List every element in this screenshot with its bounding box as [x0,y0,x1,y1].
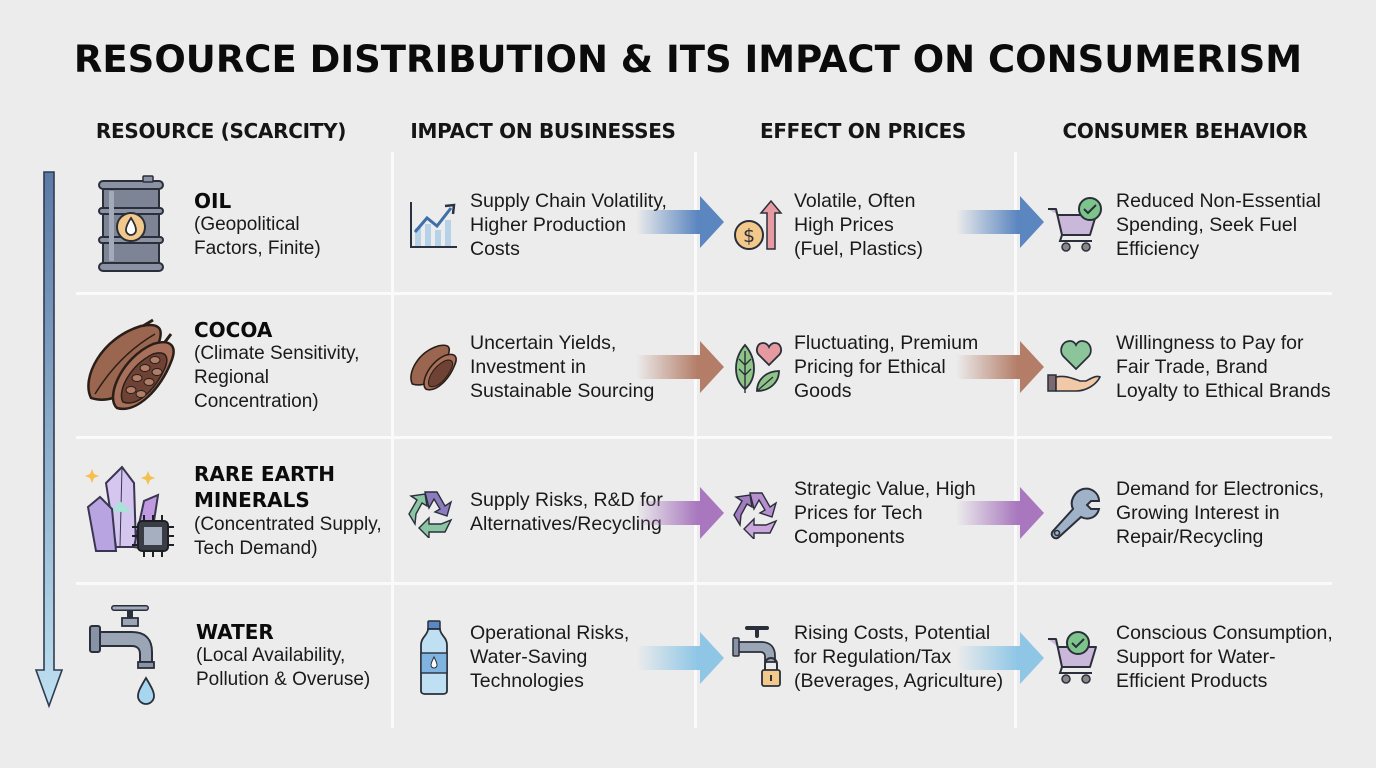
flow-arrow-icon [956,632,1044,684]
flow-arrow-icon [636,632,724,684]
svg-text:$: $ [743,225,755,247]
price-effect-text: Volatile, Often High Prices (Fuel, Plast… [794,190,923,260]
column-divider [1014,152,1017,728]
resource-name: WATER [196,620,274,644]
water-tap-icon [86,602,176,710]
row-divider [76,292,1332,295]
consumer-cell-cocoa: Willingness to Pay for Fair Trade, Brand… [1046,322,1372,412]
crystal-chip-icon [80,461,180,561]
business-impact-text: Operational Risks, Water-Saving Technolo… [470,622,630,692]
recycle-icon [730,487,786,539]
resource-name: COCOA [194,318,273,342]
business-cell-cocoa: Uncertain Yields, Investment in Sustaina… [406,322,696,412]
row-divider [76,436,1332,439]
column-divider [391,152,394,728]
rising-chart-icon [408,200,460,250]
consumer-behavior-text: Willingness to Pay for Fair Trade, Brand… [1116,332,1331,402]
cocoa-pod-icon [406,341,460,393]
cocoa-pod-icon [80,318,180,414]
resource-name: RARE EARTH MINERALS [194,462,335,512]
resource-cell-water: WATER (Local Availability, Pollution & O… [86,600,392,712]
row-divider [76,582,1332,585]
page-title: RESOURCE DISTRIBUTION & ITS IMPACT ON CO… [73,38,1303,81]
resource-name: OIL [194,189,232,213]
business-impact-text: Uncertain Yields, Investment in Sustaina… [470,332,655,402]
resource-detail: (Geopolitical Factors, Finite) [194,214,321,259]
prices-cell-rare-earth: Strategic Value, High Prices for Tech Co… [730,468,1000,558]
cart-check-icon [1046,629,1104,685]
column-header-consumer: CONSUMER BEHAVIOR [1062,119,1308,143]
price-effect-text: Rising Costs, Potential for Regulation/T… [794,622,1004,692]
price-effect-text: Strategic Value, High Prices for Tech Co… [794,478,976,548]
resource-cell-cocoa: COCOA (Climate Sensitivity, Regional Con… [80,305,390,427]
price-effect-text: Fluctuating, Premium Pricing for Ethical… [794,332,979,402]
business-impact-text: Supply Chain Volatility, Higher Producti… [470,190,667,260]
water-bottle-icon [408,619,460,695]
column-divider [694,152,697,728]
column-header-business: IMPACT ON BUSINESSES [410,119,676,143]
consumer-cell-water: Conscious Consumption, Support for Water… [1046,612,1372,702]
column-header-prices: EFFECT ON PRICES [759,119,967,143]
flow-arrow-icon [636,487,724,539]
dollar-up-arrow-icon: $ [730,197,786,253]
flow-arrow-icon [636,196,724,248]
column-header-resource: RESOURCE (SCARCITY) [95,119,347,143]
resource-detail: (Climate Sensitivity, Regional Concentra… [194,343,360,412]
resource-detail: (Concentrated Supply, Tech Demand) [194,514,382,559]
flow-arrow-icon [956,487,1044,539]
cart-check-icon [1046,197,1104,253]
wrench-icon [1046,485,1104,541]
consumer-cell-oil: Reduced Non-Essential Spending, Seek Fue… [1046,180,1366,270]
consumer-behavior-text: Reduced Non-Essential Spending, Seek Fue… [1116,190,1321,260]
consumer-behavior-text: Demand for Electronics, Growing Interest… [1116,478,1325,548]
oil-barrel-icon [90,175,172,275]
consumer-behavior-text: Conscious Consumption, Support for Water… [1116,622,1333,692]
prices-cell-oil: $ Volatile, Often High Prices (Fuel, Pla… [730,180,990,270]
recycle-icon [406,486,460,538]
hand-heart-icon [1046,339,1104,395]
resource-detail: (Local Availability, Pollution & Overuse… [196,645,371,690]
flow-arrow-icon [956,341,1044,393]
resource-cell-rare-earth: RARE EARTH MINERALS (Concentrated Supply… [80,450,392,572]
prices-cell-cocoa: Fluctuating, Premium Pricing for Ethical… [730,322,1000,412]
leaf-heart-icon [730,339,786,395]
business-impact-text: Supply Risks, R&D for Alternatives/Recyc… [470,489,663,535]
consumer-cell-rare-earth: Demand for Electronics, Growing Interest… [1046,468,1372,558]
flow-arrow-icon [956,196,1044,248]
tap-lock-icon [730,624,788,690]
resource-cell-oil: OIL (Geopolitical Factors, Finite) [90,170,390,280]
flow-arrow-icon [636,341,724,393]
scarcity-arrow-down-icon [34,171,64,709]
business-cell-oil: Supply Chain Volatility, Higher Producti… [408,180,698,270]
business-cell-water: Operational Risks, Water-Saving Technolo… [408,612,698,702]
prices-cell-water: Rising Costs, Potential for Regulation/T… [730,612,1010,702]
